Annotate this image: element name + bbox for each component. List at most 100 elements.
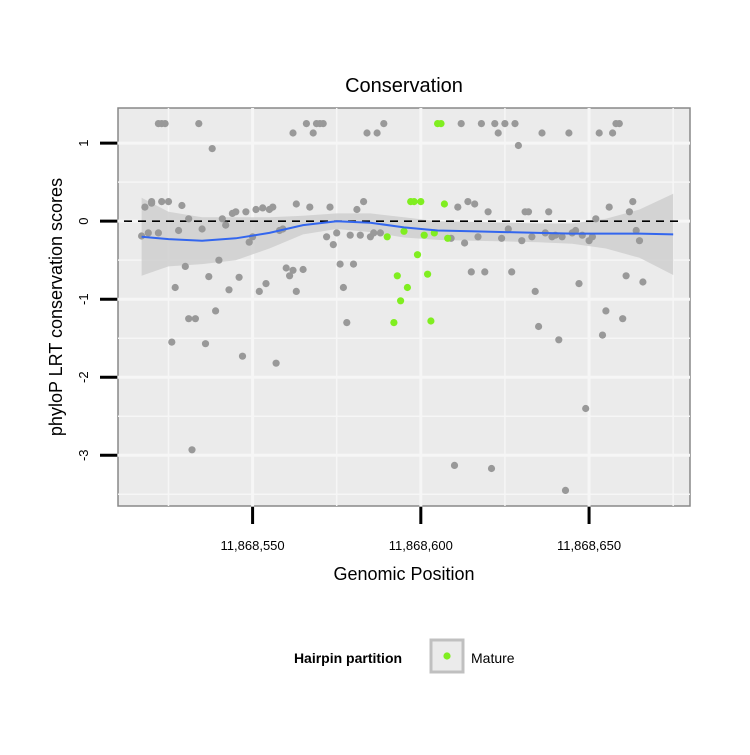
data-point: [259, 204, 267, 212]
data-point: [178, 201, 186, 210]
data-point: [205, 273, 213, 281]
data-point: [349, 260, 358, 268]
data-point: [255, 287, 263, 295]
data-point: [471, 200, 479, 208]
data-point: [360, 198, 368, 206]
data-points: [138, 120, 647, 494]
mature-point: [424, 270, 432, 278]
smooth-curve: [141, 220, 674, 242]
data-point: [306, 203, 314, 211]
data-point: [302, 120, 310, 128]
data-point: [212, 307, 220, 315]
panel-background: [117, 107, 691, 507]
data-point: [481, 268, 489, 276]
data-point: [181, 262, 189, 270]
data-point: [299, 265, 307, 274]
data-point: [602, 307, 610, 315]
confidence-ribbon-area: [141, 193, 674, 276]
data-point: [138, 232, 146, 240]
mature-point: [444, 234, 452, 242]
data-point: [175, 226, 183, 235]
confidence-ribbon: [141, 193, 674, 276]
data-point: [158, 198, 166, 206]
data-point: [545, 208, 553, 216]
mature-point: [440, 200, 448, 208]
data-point: [323, 233, 331, 241]
data-point: [494, 129, 502, 137]
mature-point: [400, 227, 408, 235]
data-point: [595, 129, 603, 137]
data-point: [333, 229, 341, 237]
data-point: [582, 404, 590, 413]
mature-point: [397, 297, 405, 305]
data-point: [343, 319, 351, 327]
mature-point: [420, 231, 428, 239]
data-point: [598, 331, 607, 339]
y-tick-label: 0: [76, 218, 91, 225]
mature-point: [413, 251, 422, 259]
data-point: [538, 129, 546, 137]
data-point: [376, 229, 384, 237]
data-point: [164, 198, 173, 206]
data-point: [286, 272, 294, 280]
data-point: [514, 141, 523, 150]
data-point: [292, 287, 300, 295]
data-point: [635, 237, 644, 245]
data-point: [622, 272, 630, 280]
mature-point: [417, 198, 425, 206]
data-point: [346, 231, 354, 239]
data-point: [309, 129, 317, 137]
data-point: [518, 237, 526, 245]
data-point: [252, 205, 260, 214]
data-point: [450, 461, 459, 469]
data-point: [535, 322, 543, 331]
data-point: [245, 238, 253, 246]
data-point: [625, 208, 634, 216]
data-point: [491, 120, 499, 128]
data-point: [235, 273, 243, 281]
data-point: [141, 203, 149, 211]
data-point: [592, 215, 600, 223]
data-point: [191, 315, 199, 323]
data-point: [171, 283, 179, 292]
data-point: [477, 120, 485, 128]
data-point: [195, 120, 203, 128]
smooth-line: [141, 220, 674, 242]
data-point: [619, 315, 627, 323]
mature-point: [383, 233, 391, 241]
data-point: [632, 226, 640, 235]
data-point: [269, 203, 277, 211]
chart-title: Conservation: [345, 75, 463, 97]
mature-point: [427, 317, 435, 325]
data-point: [185, 315, 193, 323]
data-point: [524, 208, 533, 216]
mature-point: [437, 120, 445, 128]
data-point: [380, 120, 388, 128]
data-point: [615, 120, 623, 128]
data-point: [484, 208, 492, 216]
data-point: [319, 120, 327, 128]
data-point: [222, 221, 230, 229]
data-point: [201, 340, 210, 348]
y-axis-label: phyloP LRT conservation scores: [46, 178, 66, 436]
data-point: [561, 486, 570, 494]
data-point: [467, 268, 475, 276]
data-point: [289, 129, 297, 137]
data-point: [225, 286, 233, 294]
data-point: [188, 446, 196, 454]
data-point: [528, 233, 536, 241]
data-point: [498, 234, 506, 242]
x-axis: 11,868,550 11,868,600 11,868,650: [221, 507, 621, 553]
data-point: [232, 208, 240, 216]
mature-point: [410, 198, 418, 206]
data-point: [565, 129, 573, 137]
data-point: [504, 225, 512, 233]
data-point: [215, 256, 223, 264]
legend-key-mature-point: [443, 652, 451, 660]
data-point: [154, 229, 162, 237]
data-point: [208, 145, 216, 153]
y-tick-label: -1: [76, 293, 91, 305]
data-point: [457, 120, 465, 128]
